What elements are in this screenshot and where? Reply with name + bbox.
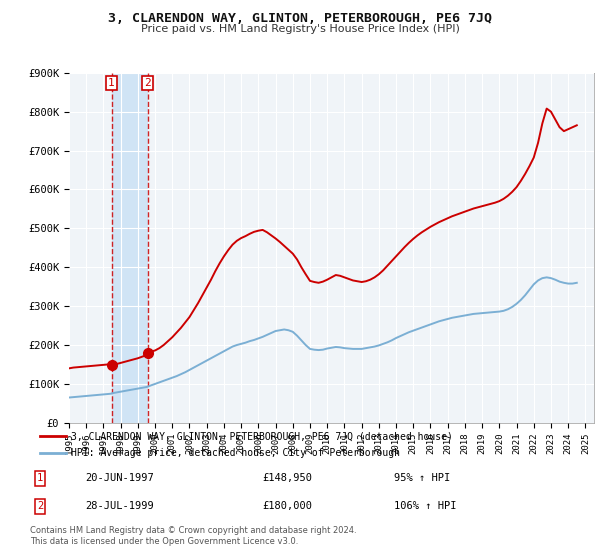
Text: £148,950: £148,950	[262, 473, 312, 483]
Text: 3, CLARENDON WAY, GLINTON, PETERBOROUGH, PE6 7JQ: 3, CLARENDON WAY, GLINTON, PETERBOROUGH,…	[108, 12, 492, 25]
Text: Contains HM Land Registry data © Crown copyright and database right 2024.
This d: Contains HM Land Registry data © Crown c…	[30, 526, 356, 546]
Text: 1: 1	[37, 473, 43, 483]
Text: 28-JUL-1999: 28-JUL-1999	[85, 501, 154, 511]
Text: 20-JUN-1997: 20-JUN-1997	[85, 473, 154, 483]
Text: 1: 1	[108, 78, 115, 88]
Text: 2: 2	[145, 78, 151, 88]
Text: 3, CLARENDON WAY, GLINTON, PETERBOROUGH, PE6 7JQ (detached house): 3, CLARENDON WAY, GLINTON, PETERBOROUGH,…	[71, 431, 453, 441]
Text: 106% ↑ HPI: 106% ↑ HPI	[394, 501, 457, 511]
Text: £180,000: £180,000	[262, 501, 312, 511]
Text: 95% ↑ HPI: 95% ↑ HPI	[394, 473, 451, 483]
Text: 2: 2	[37, 501, 43, 511]
Text: Price paid vs. HM Land Registry's House Price Index (HPI): Price paid vs. HM Land Registry's House …	[140, 24, 460, 34]
Text: HPI: Average price, detached house, City of Peterborough: HPI: Average price, detached house, City…	[71, 448, 400, 458]
Bar	[112, 73, 148, 423]
